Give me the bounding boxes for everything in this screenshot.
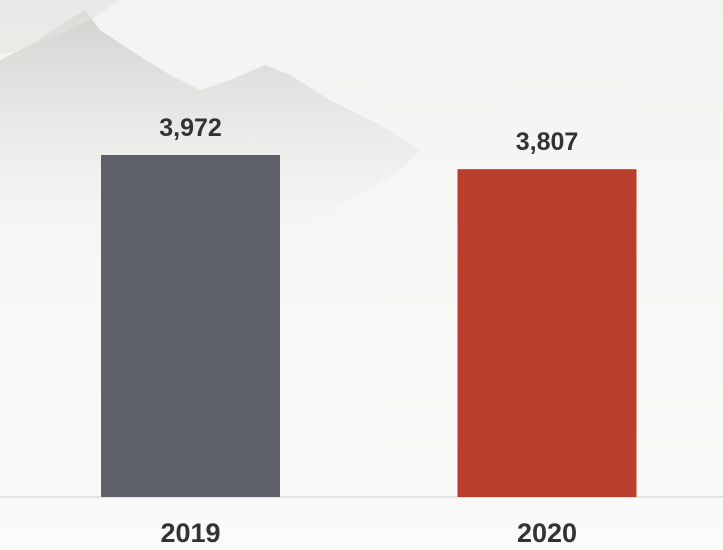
bar: [101, 155, 280, 497]
category-label: 2020: [517, 518, 577, 548]
mountain-art: [0, 0, 120, 55]
value-label: 3,807: [516, 128, 579, 156]
category-label: 2019: [160, 518, 220, 548]
value-label: 3,972: [159, 114, 222, 142]
bar: [457, 169, 637, 497]
